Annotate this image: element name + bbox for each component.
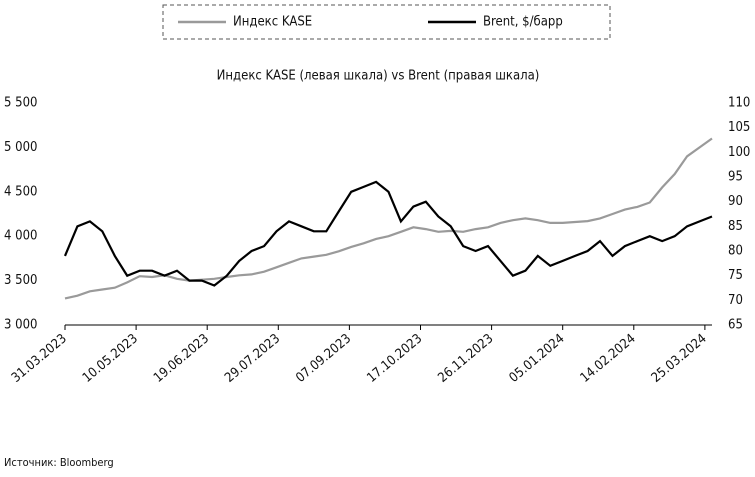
x-tick-label: 26.11.2023 xyxy=(435,331,496,386)
series-line xyxy=(64,137,713,300)
y2-tick-label: 85 xyxy=(728,219,743,234)
y2-tick-label: 95 xyxy=(728,170,743,185)
y-tick-label: 4 000 xyxy=(4,229,37,244)
x-tick-label: 07.09.2023 xyxy=(293,331,354,386)
y-tick-label: 3 000 xyxy=(4,318,37,333)
x-tick-label: 17.10.2023 xyxy=(364,331,425,386)
x-tick-label: 25.03.2024 xyxy=(649,331,710,386)
y-tick-label: 3 500 xyxy=(4,273,37,288)
y2-tick-label: 105 xyxy=(728,120,750,135)
y-tick-label: 5 000 xyxy=(4,140,37,155)
x-tick-label: 14.02.2024 xyxy=(578,331,639,386)
y2-tick-label: 100 xyxy=(728,145,750,160)
x-tick-label: 31.03.2023 xyxy=(9,331,70,386)
chart-title: Индекс KASE (левая шкала) vs Brent (прав… xyxy=(217,69,540,84)
y2-tick-label: 70 xyxy=(728,293,743,308)
x-tick-label: 10.05.2023 xyxy=(80,331,141,386)
legend-label: Индекс KASE xyxy=(233,15,312,30)
source: Источник: Bloomberg xyxy=(4,456,114,469)
y2-tick-label: 110 xyxy=(728,96,750,111)
x-tick-label: 29.07.2023 xyxy=(222,331,283,386)
y2-tick-label: 80 xyxy=(728,244,743,259)
x-tick-label: 05.01.2024 xyxy=(507,331,568,386)
legend-box xyxy=(162,4,611,40)
y2-tick-label: 65 xyxy=(728,318,743,333)
y2-tick-label: 75 xyxy=(728,268,743,283)
y-tick-label: 5 500 xyxy=(4,96,37,111)
y2-tick-label: 90 xyxy=(728,194,743,209)
series-line xyxy=(63,180,713,287)
y-tick-label: 4 500 xyxy=(4,184,37,199)
x-tick-label: 19.06.2023 xyxy=(151,331,212,386)
legend-label: Brent, $/барр xyxy=(483,15,563,30)
